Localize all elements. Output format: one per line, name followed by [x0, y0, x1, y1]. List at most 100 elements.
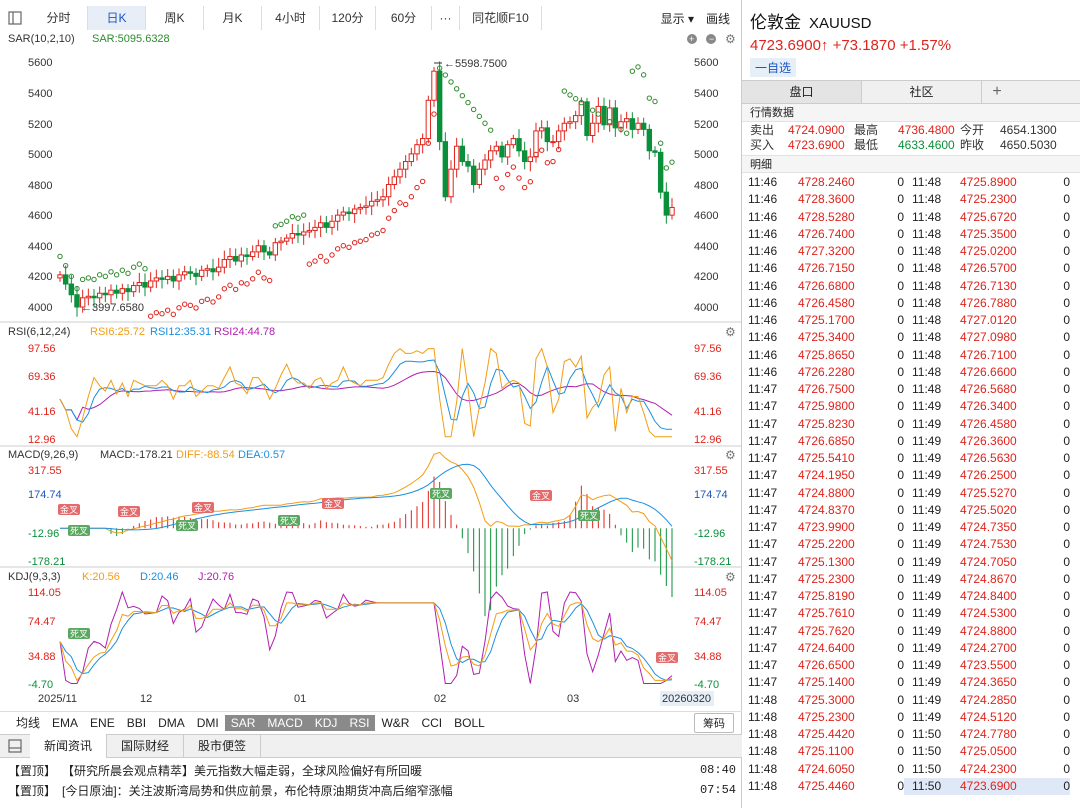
draw-button[interactable]: 画线	[705, 11, 730, 26]
period-weekly[interactable]: 周K	[146, 6, 204, 30]
tick-price: 4726.4580	[798, 295, 855, 310]
indicator-line	[59, 347, 672, 438]
candle-body	[312, 226, 318, 231]
tab-order-book[interactable]: 盘口	[742, 81, 862, 103]
news-item[interactable]: 【置顶】 【研究所晨会观点精萃】美元指数大幅走弱，全球风险偏好有所回暖 08:4…	[0, 758, 742, 782]
tick-volume: 0	[1063, 623, 1070, 638]
tick-time: 11:47	[748, 606, 778, 621]
indicator-bbi-button[interactable]: BBI	[126, 715, 147, 730]
indicator-macd-button[interactable]: MACD	[261, 714, 309, 731]
tick-price: 4726.7130	[960, 278, 1017, 293]
sar-dot	[295, 215, 301, 221]
tick-price: 4725.1700	[798, 313, 855, 327]
tick-time: 11:46	[748, 261, 778, 276]
display-menu[interactable]: 显示 ▾	[661, 10, 694, 27]
death-cross-tag: 死叉	[430, 488, 452, 499]
tab-intl-finance[interactable]: 国际财经	[107, 734, 185, 758]
indicator-kdj-button[interactable]: KDJ	[308, 714, 344, 731]
indicator-wr-button[interactable]: W&R	[381, 715, 410, 730]
candle-body	[504, 144, 511, 158]
tick-volume: 0	[897, 192, 904, 207]
indicator--button[interactable]: 均线	[16, 715, 41, 730]
sar-dot	[504, 171, 511, 178]
x-tick: 03	[567, 693, 579, 705]
news-time: 08:40	[699, 763, 736, 777]
tick-price: 4725.7620	[798, 623, 855, 638]
chart-svg[interactable]: SAR(10,2,10) SAR:5095.6328 RSI(6,12,24) …	[0, 30, 742, 710]
sar-dot	[340, 243, 347, 249]
tick-volume: 0	[897, 347, 904, 362]
f10-button[interactable]: 同花顺F10	[460, 6, 542, 30]
indicator-boll-button[interactable]: BOLL	[454, 715, 485, 730]
period-intraday[interactable]: 分时	[30, 6, 88, 30]
indicator-sar-button[interactable]: SAR	[224, 714, 262, 731]
indicator-rsi-button[interactable]: RSI	[343, 714, 376, 731]
tick-price: 4726.5700	[960, 261, 1017, 276]
sar-dot	[334, 246, 341, 252]
candle-body	[142, 282, 148, 288]
tab-stock-notes[interactable]: 股市便签	[184, 734, 262, 758]
tab-news[interactable]: 新闻资讯	[30, 734, 108, 758]
period-120m[interactable]: 120分	[320, 6, 376, 30]
sar-dot	[227, 282, 233, 288]
candle-body	[102, 292, 109, 296]
tick-time: 11:48	[912, 295, 942, 310]
tick-price: 4724.8670	[960, 571, 1017, 586]
panel-settings-icons[interactable]: + − ⚙ ⚙ ⚙ ⚙	[687, 32, 736, 584]
tab-community[interactable]: 社区	[862, 81, 982, 103]
y-tick: 4800	[694, 180, 718, 192]
sar-dot	[187, 302, 194, 309]
indicator-ene-button[interactable]: ENE	[90, 715, 115, 730]
tick-price: 4726.7100	[960, 347, 1017, 362]
period-4h[interactable]: 4小时	[262, 6, 320, 30]
add-tab-icon[interactable]: +	[992, 83, 1002, 100]
tick-price: 4726.7500	[798, 382, 855, 396]
more-periods-button[interactable]: ···	[432, 6, 460, 30]
sar-dot	[584, 103, 590, 110]
candle-body	[408, 153, 415, 163]
gear-icon: ⚙	[725, 32, 736, 46]
tick-price: 4725.5270	[960, 485, 1017, 500]
stats-table: 卖出 4724.0900 最高 4736.4800 今开 4654.1300 买入 4723.…	[742, 123, 1080, 153]
y-tick: -12.96	[28, 528, 59, 540]
candle-body	[329, 220, 335, 228]
indicator-dmi-button[interactable]: DMI	[196, 715, 219, 730]
x-tick: 01	[294, 693, 306, 705]
y-tick: 317.55	[28, 465, 62, 477]
tick-time: 11:48	[912, 313, 942, 327]
indicator-dma-button[interactable]: DMA	[158, 715, 185, 730]
sar-dot	[96, 272, 103, 278]
candle-body	[482, 159, 488, 170]
period-monthly[interactable]: 月K	[204, 6, 262, 30]
tick-price: 4725.8190	[798, 589, 855, 603]
chip-button[interactable]: 筹码	[694, 712, 734, 733]
sidebar-toggle-icon[interactable]	[0, 6, 30, 30]
golden-cross-tag: 金叉	[530, 490, 552, 501]
y-tick: -178.21	[28, 556, 65, 568]
tick-list[interactable]: 11:46 4728.2460 0 11:48 4725.8900 0 11:46 4728.…	[742, 174, 1080, 795]
y-tick: 5600	[28, 57, 52, 69]
period-60m[interactable]: 60分	[376, 6, 432, 30]
tick-volume: 0	[897, 520, 904, 534]
sar-dot	[402, 201, 409, 208]
panel-toggle-icon[interactable]	[0, 734, 30, 758]
candle-body	[125, 288, 131, 293]
tick-row: 11:46 4725.1700 0 11:48 4727.0120 0	[742, 312, 1080, 329]
sar-dot	[346, 244, 352, 250]
news-item[interactable]: 【置顶】 [今日原油]：关注波斯湾局势和供应前景，布伦特原油期货冲高后缩窄涨幅 …	[0, 778, 742, 802]
tick-price: 4726.7400	[798, 226, 855, 241]
indicator-cci-button[interactable]: CCI	[421, 715, 443, 730]
candle-body	[657, 151, 664, 193]
y-tick: 114.05	[694, 587, 727, 599]
add-watchlist-button[interactable]: 一自选	[750, 58, 797, 77]
tick-time: 11:49	[912, 571, 942, 586]
tick-row: 11:47 4726.6850 0 11:49 4726.3600 0	[742, 433, 1080, 450]
sar-dot	[408, 194, 415, 200]
y-tick: 74.47	[694, 616, 722, 628]
indicator-ema-button[interactable]: EMA	[52, 715, 79, 730]
tick-time: 11:47	[748, 623, 778, 638]
sar-dot	[306, 261, 313, 267]
tick-volume: 0	[1063, 261, 1070, 276]
period-daily[interactable]: 日K	[88, 6, 146, 30]
sar-dot	[493, 175, 500, 182]
